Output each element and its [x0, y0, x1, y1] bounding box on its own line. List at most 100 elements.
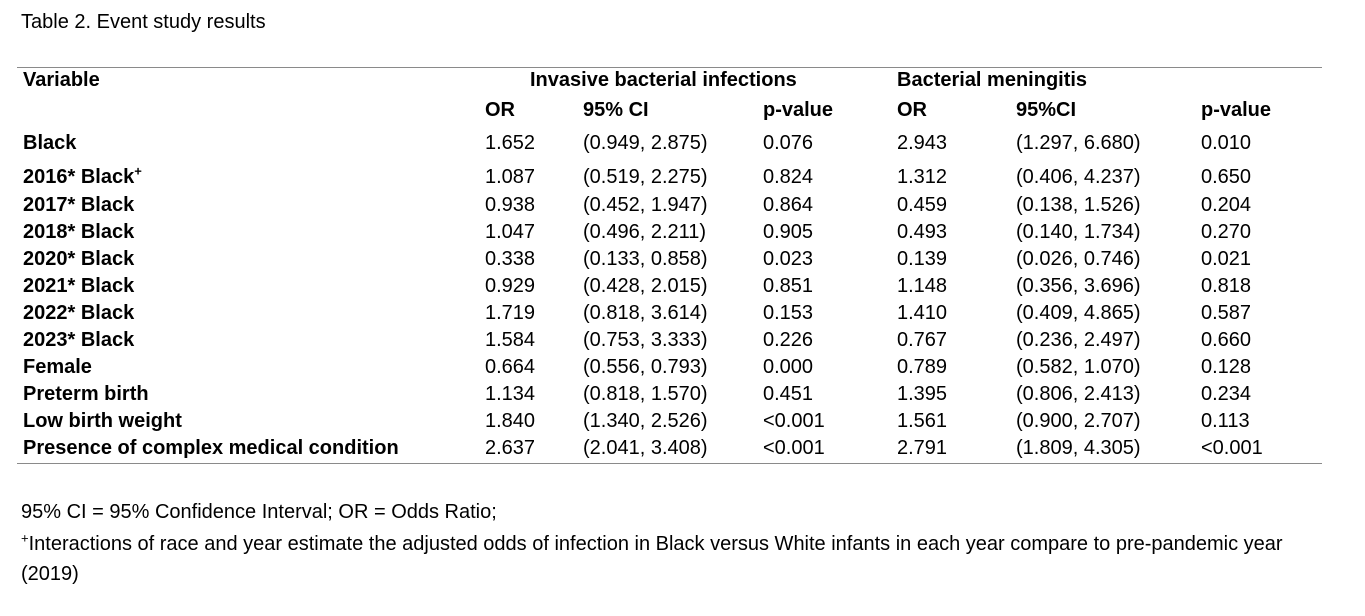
- cell-ci-1: (0.519, 2.275): [583, 166, 708, 188]
- cell-ci-2: (0.236, 2.497): [1016, 329, 1141, 351]
- row-label-text: 2023* Black: [23, 329, 135, 351]
- footnote-interaction: +Interactions of race and year estimate …: [21, 529, 1311, 589]
- row-label: 2017* Black: [23, 192, 134, 219]
- cell-ci-1: (0.818, 1.570): [583, 383, 708, 405]
- cell-ci-2: (1.809, 4.305): [1016, 437, 1141, 459]
- header-group-meningitis: Bacterial meningitis: [897, 69, 1088, 91]
- header-pvalue-2: p-value: [1201, 99, 1272, 121]
- cell-or-2: 1.410: [897, 302, 948, 324]
- cell-pvalue-2: 0.010: [1201, 132, 1252, 154]
- cell-pvalue-2: 0.128: [1201, 356, 1252, 378]
- header-ci-1: 95% CI: [583, 99, 649, 121]
- footnote-marker: +: [21, 530, 29, 546]
- cell-pvalue-1: <0.001: [763, 437, 825, 459]
- row-label: 2023* Black: [23, 327, 134, 354]
- cell-or-2: 0.767: [897, 329, 948, 351]
- header-row-columns: OR 95% CI p-value OR 95%CI p-value: [0, 97, 1365, 124]
- table-row: 2023* Black 1.584 (0.753, 3.333) 0.226 0.767…: [0, 327, 1365, 354]
- table-row: Black 1.652 (0.949, 2.875) 0.076 2.943 (1.297…: [0, 130, 1365, 157]
- cell-ci-1: (0.133, 0.858): [583, 248, 708, 270]
- row-label: 2016* Black+: [23, 164, 142, 191]
- header-or-2: OR: [897, 99, 927, 121]
- row-label: Low birth weight: [23, 408, 182, 435]
- cell-or-1: 0.338: [485, 248, 536, 270]
- cell-or-1: 1.087: [485, 166, 536, 188]
- cell-or-2: 0.459: [897, 194, 948, 216]
- cell-pvalue-2: 0.270: [1201, 221, 1252, 243]
- cell-or-2: 0.493: [897, 221, 948, 243]
- row-label: Female: [23, 354, 92, 381]
- cell-ci-1: (1.340, 2.526): [583, 410, 708, 432]
- cell-or-2: 2.943: [897, 132, 948, 154]
- header-pvalue-1: p-value: [763, 99, 834, 121]
- cell-pvalue-1: 0.023: [763, 248, 814, 270]
- cell-or-1: 1.652: [485, 132, 536, 154]
- cell-or-2: 0.139: [897, 248, 948, 270]
- table-row: Preterm birth 1.134 (0.818, 1.570) 0.451 1.3…: [0, 381, 1365, 408]
- footnote-interaction-text: Interactions of race and year estimate t…: [21, 533, 1283, 585]
- cell-pvalue-2: 0.234: [1201, 383, 1252, 405]
- cell-pvalue-2: 0.587: [1201, 302, 1252, 324]
- table-row: Low birth weight 1.840 (1.340, 2.526) <0.00…: [0, 408, 1365, 435]
- header-ci-2: 95%CI: [1016, 99, 1077, 121]
- table-row: 2020* Black 0.338 (0.133, 0.858) 0.023 0.139…: [0, 246, 1365, 273]
- row-label-text: 2018* Black: [23, 221, 135, 243]
- table-row: 2021* Black 0.929 (0.428, 2.015) 0.851 1.148…: [0, 273, 1365, 300]
- cell-or-1: 1.719: [485, 302, 536, 324]
- cell-ci-1: (0.556, 0.793): [583, 356, 708, 378]
- cell-pvalue-2: 0.204: [1201, 194, 1252, 216]
- header-variable: Variable: [23, 69, 100, 91]
- cell-pvalue-1: 0.905: [763, 221, 814, 243]
- cell-ci-2: (1.297, 6.680): [1016, 132, 1141, 154]
- cell-ci-1: (0.753, 3.333): [583, 329, 708, 351]
- cell-ci-2: (0.582, 1.070): [1016, 356, 1141, 378]
- row-label-text: Female: [23, 356, 92, 378]
- cell-pvalue-1: 0.000: [763, 356, 814, 378]
- cell-or-2: 1.561: [897, 410, 948, 432]
- table-row: Presence of complex medical condition 2.6…: [0, 435, 1365, 462]
- cell-ci-2: (0.140, 1.734): [1016, 221, 1141, 243]
- table-row: Female 0.664 (0.556, 0.793) 0.000 0.789 (0.58…: [0, 354, 1365, 381]
- footnote-abbreviations: 95% CI = 95% Confidence Interval; OR = O…: [21, 501, 497, 523]
- cell-or-1: 1.134: [485, 383, 536, 405]
- cell-or-1: 1.840: [485, 410, 536, 432]
- cell-ci-1: (0.496, 2.211): [583, 221, 707, 243]
- cell-or-2: 2.791: [897, 437, 948, 459]
- row-label: 2021* Black: [23, 273, 134, 300]
- table-row: 2017* Black 0.938 (0.452, 1.947) 0.864 0.459…: [0, 192, 1365, 219]
- cell-ci-2: (0.138, 1.526): [1016, 194, 1141, 216]
- row-label-text: Presence of complex medical condition: [23, 437, 399, 459]
- cell-ci-2: (0.409, 4.865): [1016, 302, 1141, 324]
- cell-or-1: 1.584: [485, 329, 536, 351]
- row-label: 2018* Black: [23, 219, 134, 246]
- cell-pvalue-2: 0.660: [1201, 329, 1252, 351]
- row-label-text: Black: [23, 132, 77, 154]
- table-title: Table 2. Event study results: [21, 11, 266, 33]
- cell-or-1: 1.047: [485, 221, 536, 243]
- table-row: 2016* Black+ 1.087 (0.519, 2.275) 0.824 1.31…: [0, 164, 1365, 191]
- cell-ci-1: (0.428, 2.015): [583, 275, 708, 297]
- cell-pvalue-2: <0.001: [1201, 437, 1263, 459]
- cell-or-2: 1.395: [897, 383, 948, 405]
- row-label: Preterm birth: [23, 381, 149, 408]
- cell-or-2: 1.148: [897, 275, 948, 297]
- row-label-text: 2022* Black: [23, 302, 135, 324]
- row-label-text: 2021* Black: [23, 275, 135, 297]
- cell-pvalue-1: 0.226: [763, 329, 814, 351]
- cell-pvalue-1: 0.451: [763, 383, 814, 405]
- cell-pvalue-1: 0.153: [763, 302, 814, 324]
- cell-ci-1: (0.949, 2.875): [583, 132, 708, 154]
- row-label: Black: [23, 130, 76, 157]
- table-top-rule: [17, 67, 1322, 68]
- cell-or-2: 0.789: [897, 356, 948, 378]
- cell-ci-1: (2.041, 3.408): [583, 437, 708, 459]
- row-label: 2022* Black: [23, 300, 134, 327]
- cell-pvalue-2: 0.021: [1201, 248, 1252, 270]
- row-label-text: Low birth weight: [23, 410, 182, 432]
- cell-ci-2: (0.406, 4.237): [1016, 166, 1141, 188]
- cell-or-2: 1.312: [897, 166, 948, 188]
- row-label-text: 2016* Black: [23, 166, 135, 188]
- cell-ci-2: (0.900, 2.707): [1016, 410, 1141, 432]
- cell-or-1: 2.637: [485, 437, 536, 459]
- header-row-groups: Variable Invasive bacterial infections B…: [0, 67, 1365, 94]
